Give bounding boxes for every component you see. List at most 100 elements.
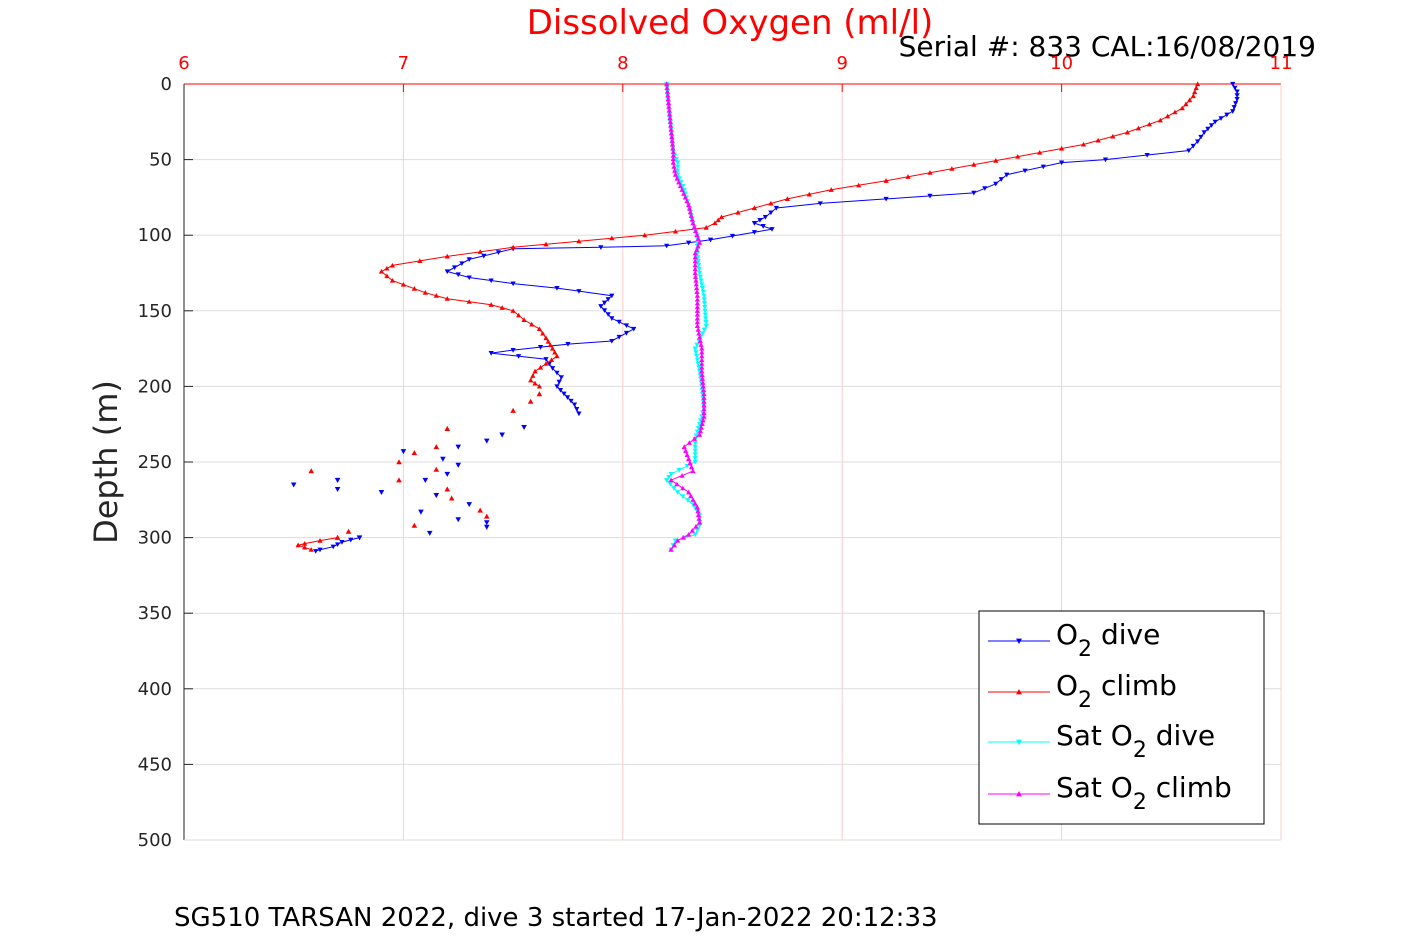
- data-point-o2-dive: [982, 186, 988, 191]
- data-point-o2-dive: [576, 289, 582, 294]
- legend-swatch-marker: [1016, 791, 1022, 797]
- data-point-sat-o2-climb: [669, 141, 676, 147]
- data-point-o2-dive: [664, 243, 670, 249]
- data-point-sat-o2-climb: [699, 346, 705, 351]
- data-point-o2-climb: [828, 187, 834, 192]
- data-point-sat-o2-climb: [699, 372, 705, 378]
- data-point-o2-climb: [715, 217, 721, 223]
- data-point-o2-dive: [1102, 157, 1109, 163]
- data-point-o2-dive: [1208, 123, 1215, 128]
- data-point-sat-o2-climb: [666, 107, 672, 113]
- data-point-sat-o2-dive: [685, 498, 691, 503]
- data-point-o2-climb: [1186, 97, 1193, 103]
- legend-entry-sat-o2-climb: Sat O2 climb: [988, 771, 1232, 815]
- y-tick-label: 450: [138, 754, 172, 775]
- data-point-o2-climb: [927, 170, 933, 175]
- x-tick-label: 8: [617, 53, 628, 74]
- data-point-sat-o2-climb: [692, 266, 698, 272]
- data-point-sat-o2-climb: [679, 187, 685, 192]
- data-point-o2-dive: [488, 351, 494, 356]
- data-point-o2-climb: [1135, 125, 1141, 131]
- data-point-sat-o2-dive: [675, 490, 681, 495]
- data-point-sat-o2-climb: [670, 156, 676, 162]
- x-tick-label: 7: [398, 53, 409, 74]
- data-point-o2-dive: [751, 230, 758, 235]
- data-point-o2-climb: [477, 249, 483, 254]
- data-point-sat-o2-climb: [694, 308, 700, 313]
- data-point-o2-climb: [642, 232, 648, 238]
- data-point-o2-dive: [609, 338, 615, 344]
- data-point-o2-climb: [396, 459, 402, 465]
- data-point-o2-climb: [302, 541, 308, 546]
- data-point-sat-o2-climb: [692, 254, 698, 260]
- data-point-o2-dive: [576, 411, 582, 417]
- data-point-o2-dive: [313, 549, 319, 554]
- data-point-sat-o2-climb: [686, 489, 692, 495]
- data-point-o2-dive: [317, 547, 323, 553]
- data-point-o2-dive: [773, 205, 779, 211]
- data-point-o2-climb: [532, 368, 538, 374]
- data-point-o2-climb: [302, 544, 308, 550]
- data-point-o2-dive: [769, 227, 775, 232]
- data-point-o2-climb: [521, 317, 527, 322]
- data-point-o2-climb: [1192, 89, 1198, 95]
- data-point-sat-o2-dive: [694, 429, 700, 435]
- data-point-sat-o2-dive: [693, 433, 699, 439]
- data-point-sat-o2-climb: [668, 126, 674, 132]
- data-point-o2-climb: [609, 235, 615, 241]
- data-point-sat-o2-climb: [694, 289, 700, 294]
- data-point-sat-o2-dive: [664, 478, 670, 483]
- data-point-o2-dive: [290, 482, 297, 488]
- y-tick-label: 200: [138, 376, 172, 397]
- data-point-sat-o2-dive: [695, 361, 701, 367]
- data-point-o2-dive: [495, 250, 502, 255]
- data-point-sat-o2-climb: [697, 338, 703, 344]
- data-point-o2-dive: [1195, 139, 1201, 145]
- data-point-o2-climb: [389, 262, 396, 268]
- y-tick-label: 500: [138, 830, 172, 851]
- data-point-o2-dive: [598, 304, 604, 309]
- data-point-o2-climb: [806, 191, 812, 197]
- data-point-o2-dive: [993, 181, 999, 187]
- data-point-sat-o2-climb: [697, 428, 704, 434]
- data-point-o2-climb: [1183, 101, 1189, 107]
- data-point-sat-o2-climb: [670, 149, 676, 155]
- data-point-sat-o2-dive: [692, 346, 698, 352]
- x-tick-label: 6: [178, 53, 189, 74]
- data-point-sat-o2-dive: [703, 316, 709, 321]
- data-point-o2-dive: [426, 530, 433, 536]
- data-point-sat-o2-climb: [686, 456, 692, 462]
- data-point-o2-dive: [1205, 126, 1211, 132]
- data-point-sat-o2-climb: [694, 285, 700, 291]
- data-point-o2-dive: [1186, 148, 1192, 154]
- data-point-o2-climb: [784, 196, 790, 201]
- data-point-o2-dive: [574, 407, 580, 412]
- data-point-sat-o2-climb: [692, 500, 698, 506]
- data-point-sat-o2-climb: [701, 410, 707, 415]
- data-point-o2-climb: [1059, 145, 1065, 151]
- data-point-o2-dive: [459, 261, 465, 267]
- data-point-o2-climb: [529, 321, 535, 327]
- data-point-o2-dive: [760, 224, 766, 229]
- data-point-sat-o2-climb: [664, 88, 671, 94]
- data-point-sat-o2-climb: [692, 258, 698, 264]
- data-point-o2-climb: [718, 214, 725, 220]
- data-point-sat-o2-climb: [680, 535, 686, 540]
- data-point-sat-o2-dive: [699, 282, 705, 287]
- data-point-sat-o2-climb: [694, 504, 700, 510]
- data-point-o2-climb: [543, 361, 549, 366]
- data-point-o2-dive: [466, 275, 472, 281]
- data-point-o2-dive: [510, 281, 516, 287]
- data-point-sat-o2-climb: [699, 421, 705, 426]
- data-point-o2-dive: [510, 348, 516, 353]
- data-point-o2-dive: [334, 486, 341, 493]
- data-point-o2-dive: [1040, 164, 1046, 170]
- data-point-sat-o2-climb: [700, 380, 706, 385]
- data-point-o2-climb: [422, 290, 428, 295]
- y-tick-label: 0: [161, 74, 172, 95]
- data-point-o2-climb: [768, 200, 774, 206]
- data-point-sat-o2-climb: [694, 232, 700, 237]
- data-point-o2-climb: [308, 468, 315, 474]
- data-point-o2-climb: [1193, 85, 1199, 91]
- data-point-sat-o2-climb: [679, 473, 685, 478]
